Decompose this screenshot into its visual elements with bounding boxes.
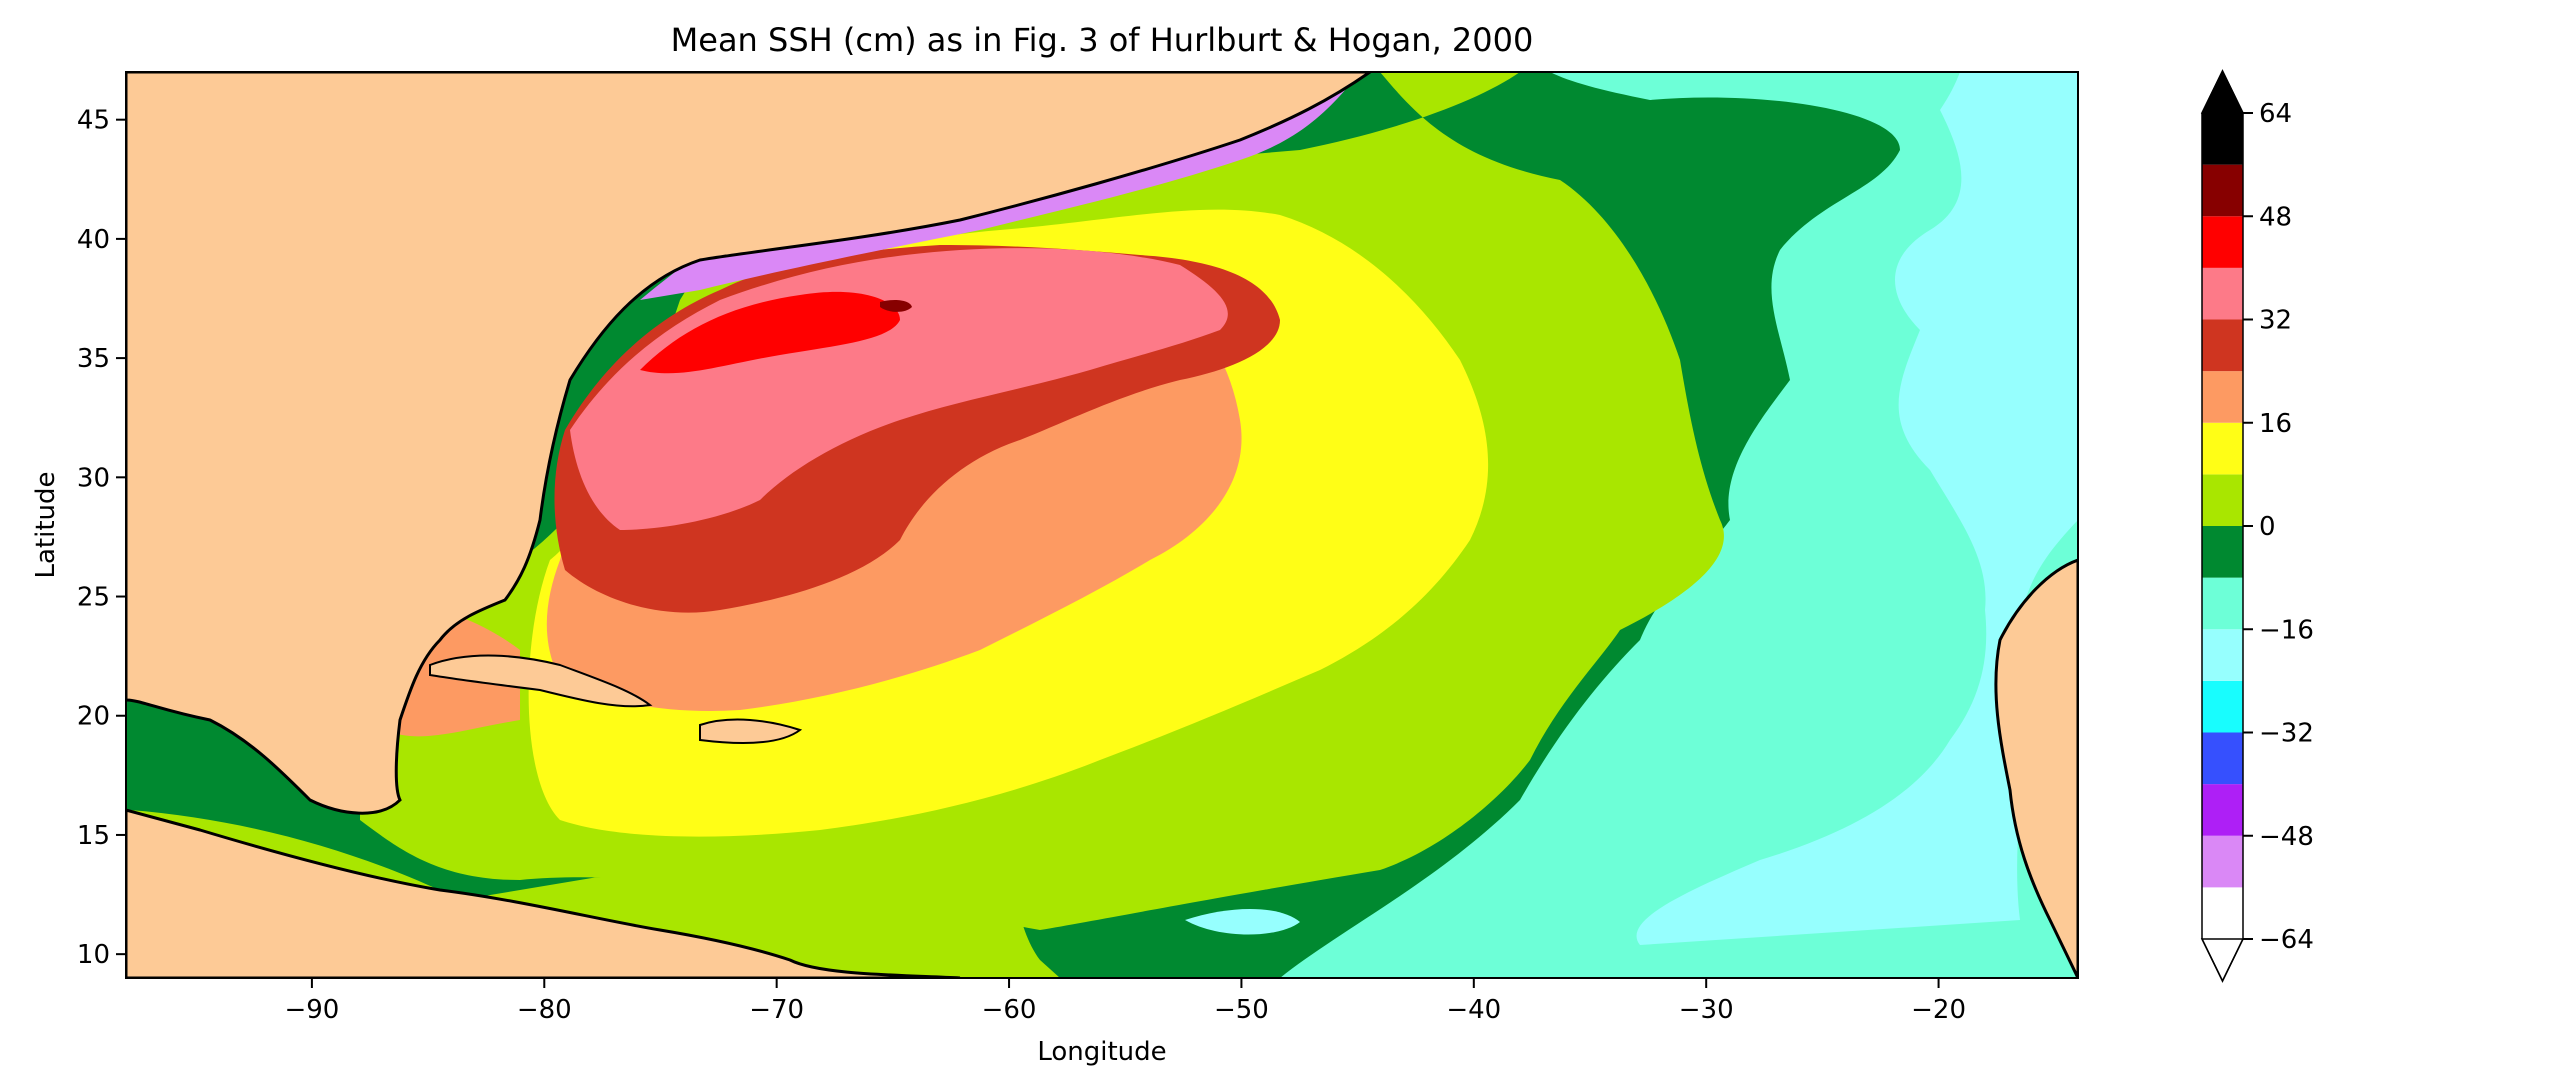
colorbar-tick-label: 48 [2259, 202, 2292, 232]
y-tick-label: 20 [77, 702, 110, 732]
colorbar-segment [2202, 474, 2243, 526]
colorbar-segment [2202, 216, 2243, 268]
colorbar-segment [2202, 113, 2243, 165]
colorbar-tick-label: −64 [2259, 925, 2314, 955]
y-tick-label: 30 [77, 463, 110, 493]
colorbar-segment [2202, 887, 2243, 939]
colorbar-segment [2202, 835, 2243, 888]
y-tick-label: 45 [77, 106, 110, 136]
ocean-band-neg24-neg16-lens [1185, 908, 1300, 935]
colorbar-tick-label: 16 [2259, 409, 2292, 439]
plot-frame [125, 71, 2079, 979]
x-axis: −90 −80 −70 −60 −50 −40 −30 −20 [284, 978, 1966, 1025]
colorbar-segment [2202, 629, 2243, 681]
x-tick-label: −80 [517, 995, 572, 1025]
colorbar-segment [2202, 319, 2243, 372]
x-tick-label: −90 [284, 995, 339, 1025]
land-hispaniola [699, 718, 803, 744]
colorbar-segment [2202, 784, 2243, 836]
x-tick-label: −40 [1446, 995, 1501, 1025]
ocean-band-40-48 [640, 291, 900, 374]
y-axis-label: Latitude [31, 471, 61, 578]
colorbar: 64 48 32 16 0 −16 −32 −48 −64 [2200, 69, 2314, 983]
colorbar-tick-label: −32 [2259, 719, 2314, 749]
ocean-band-neg24-neg16 [1636, 72, 2078, 945]
colorbar-segment [2202, 267, 2243, 320]
colorbar-extend-max [2200, 69, 2245, 114]
colorbar-segment [2202, 680, 2243, 733]
colorbar-tick-label: −16 [2259, 615, 2314, 645]
y-tick-label: 15 [77, 821, 110, 851]
y-tick-label: 25 [77, 583, 110, 613]
ocean-band-48-56 [880, 299, 912, 312]
land-africa [1994, 558, 2078, 978]
y-tick-label: 35 [77, 344, 110, 374]
x-tick-label: −30 [1679, 995, 1734, 1025]
colorbar-segment [2202, 422, 2243, 475]
colorbar-segment [2202, 371, 2243, 423]
ocean-band-neg16-neg8 [1280, 72, 2078, 978]
land-south-america [126, 808, 961, 978]
chart-title: Mean SSH (cm) as in Fig. 3 of Hurlburt &… [671, 21, 1534, 59]
colorbar-tick-label: 64 [2259, 99, 2292, 129]
x-axis-label: Longitude [1037, 1037, 1166, 1067]
colorbar-segment [2202, 577, 2243, 630]
colorbar-segment [2202, 526, 2243, 578]
colorbar-segment [2202, 732, 2243, 785]
colorbar-tick-label: 0 [2259, 512, 2276, 542]
y-tick-label: 40 [77, 225, 110, 255]
y-axis: 10 15 20 25 30 35 40 45 [77, 106, 126, 970]
colorbar-tick-label: 32 [2259, 306, 2292, 336]
x-tick-label: −60 [982, 995, 1037, 1025]
colorbar-segment [2202, 164, 2243, 217]
land-cuba [429, 654, 653, 708]
x-tick-label: −50 [1214, 995, 1269, 1025]
y-tick-label: 10 [77, 940, 110, 970]
x-tick-label: −20 [1911, 995, 1966, 1025]
land-north-america [126, 72, 1373, 815]
x-tick-label: −70 [749, 995, 804, 1025]
colorbar-extend-min [2200, 938, 2245, 983]
colorbar-tick-label: −48 [2259, 822, 2314, 852]
map-plot-area [126, 72, 2078, 978]
